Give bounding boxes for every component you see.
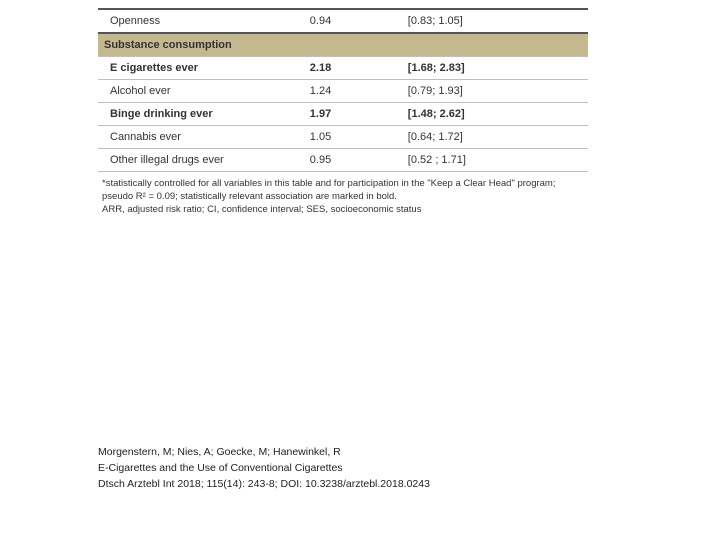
row-label: Cannabis ever (98, 126, 304, 149)
table-row: Cannabis ever1.05[0.64; 1.72] (98, 126, 588, 149)
row-label: Other illegal drugs ever (98, 149, 304, 172)
section-header-row: Substance consumption (98, 33, 588, 57)
footnote-line2: ARR, adjusted risk ratio; CI, confidence… (102, 204, 584, 217)
row-label: E cigarettes ever (98, 57, 304, 80)
section-header: Substance consumption (98, 33, 588, 57)
row-ci: [0.64; 1.72] (402, 126, 588, 149)
row-ci: [0.79; 1.93] (402, 80, 588, 103)
row-ci: [1.68; 2.83] (402, 57, 588, 80)
row-ci: [1.48; 2.62] (402, 103, 588, 126)
row-arr: 0.94 (304, 9, 402, 33)
row-ci: [0.52 ; 1.71] (402, 149, 588, 172)
row-label: Openness (98, 9, 304, 33)
row-arr: 1.05 (304, 126, 402, 149)
citation-authors: Morgenstern, M; Nies, A; Goecke, M; Hane… (98, 445, 430, 461)
row-label: Alcohol ever (98, 80, 304, 103)
table-row: Other illegal drugs ever0.95[0.52 ; 1.71… (98, 149, 588, 172)
citation-title: E-Cigarettes and the Use of Conventional… (98, 461, 430, 477)
table-footnote: *statistically controlled for all variab… (98, 172, 588, 216)
row-arr: 2.18 (304, 57, 402, 80)
results-table-container: Openness0.94[0.83; 1.05]Substance consum… (98, 8, 588, 216)
row-arr: 0.95 (304, 149, 402, 172)
citation-ref: Dtsch Arztebl Int 2018; 115(14): 243-8; … (98, 477, 430, 493)
row-label: Binge drinking ever (98, 103, 304, 126)
table-row: Binge drinking ever1.97[1.48; 2.62] (98, 103, 588, 126)
table-row: E cigarettes ever2.18[1.68; 2.83] (98, 57, 588, 80)
row-arr: 1.97 (304, 103, 402, 126)
table-row: Alcohol ever1.24[0.79; 1.93] (98, 80, 588, 103)
table-row: Openness0.94[0.83; 1.05] (98, 9, 588, 33)
results-table: Openness0.94[0.83; 1.05]Substance consum… (98, 8, 588, 172)
row-arr: 1.24 (304, 80, 402, 103)
row-ci: [0.83; 1.05] (402, 9, 588, 33)
citation-block: Morgenstern, M; Nies, A; Goecke, M; Hane… (98, 445, 430, 492)
footnote-line1: *statistically controlled for all variab… (102, 178, 584, 204)
